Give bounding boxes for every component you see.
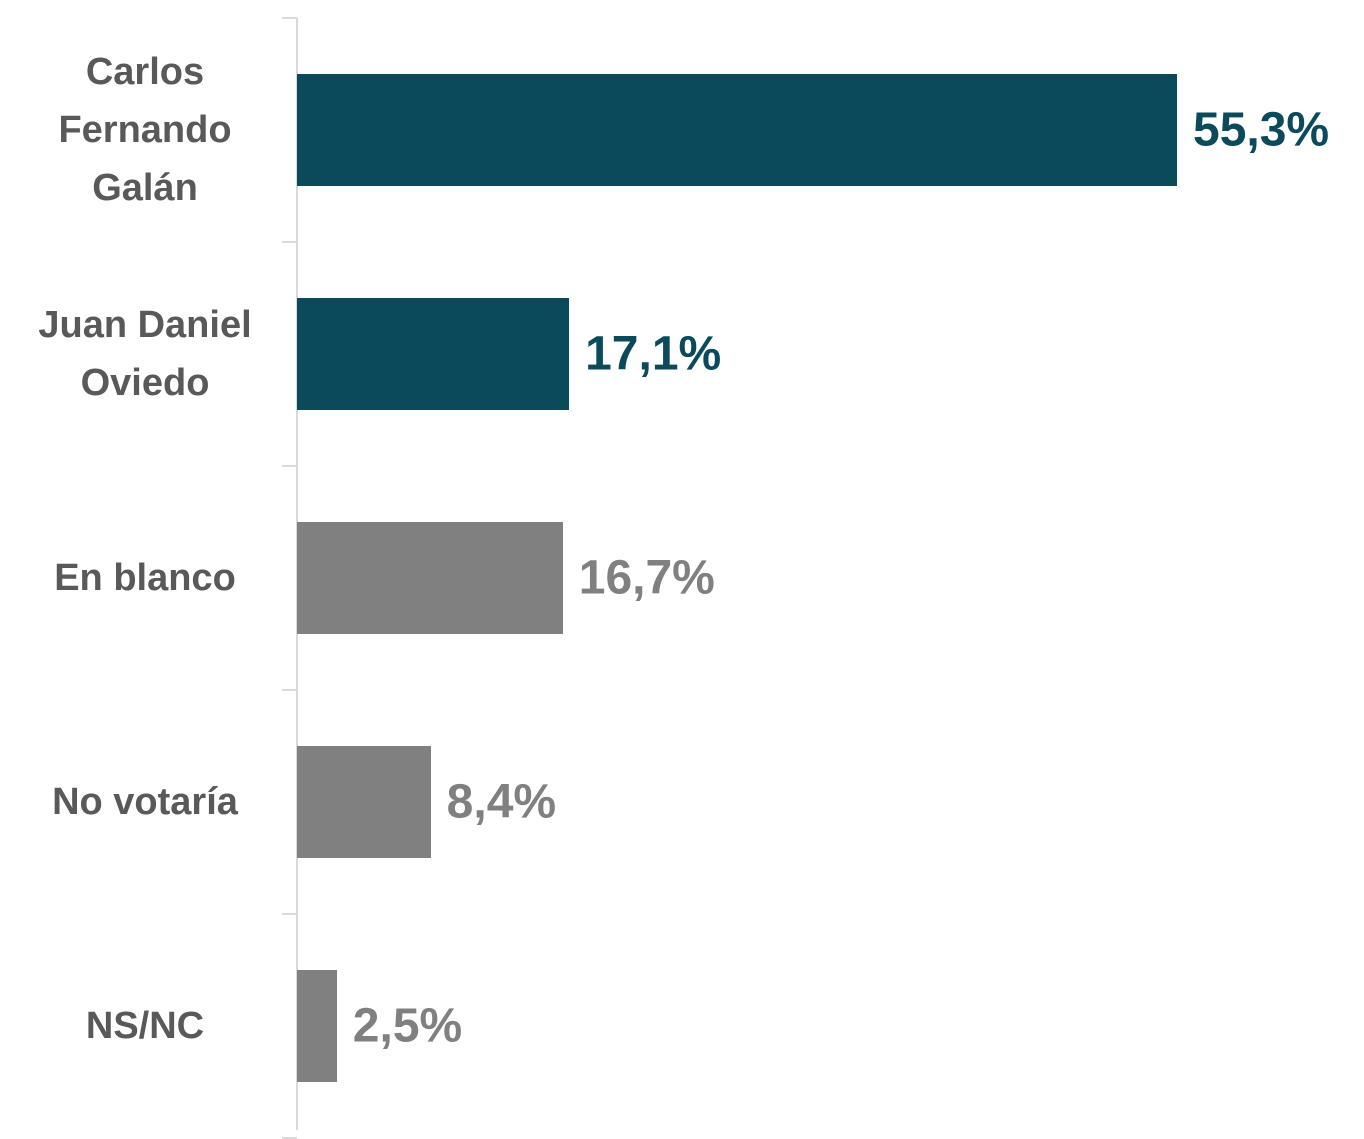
axis-tick — [282, 465, 297, 467]
axis-tick — [282, 241, 297, 243]
value-label: 17,1% — [585, 327, 722, 381]
axis-tick — [282, 689, 297, 691]
category-label: En blanco — [54, 557, 236, 599]
value-label: 16,7% — [578, 551, 715, 605]
bar — [297, 298, 570, 410]
category-label: Carlos Fernando Galán — [58, 51, 232, 209]
bar — [297, 522, 563, 634]
value-label: 55,3% — [1193, 103, 1330, 157]
value-label: 2,5% — [352, 999, 463, 1053]
category-label: No votaría — [52, 781, 238, 823]
axis-tick — [282, 17, 297, 19]
bar — [297, 74, 1177, 186]
bar — [297, 970, 337, 1082]
value-label: 8,4% — [446, 775, 557, 829]
category-label: NS/NC — [85, 1005, 205, 1047]
axis-tick — [282, 913, 297, 915]
bar — [297, 746, 431, 858]
category-label: Juan Daniel Oviedo — [38, 304, 252, 404]
